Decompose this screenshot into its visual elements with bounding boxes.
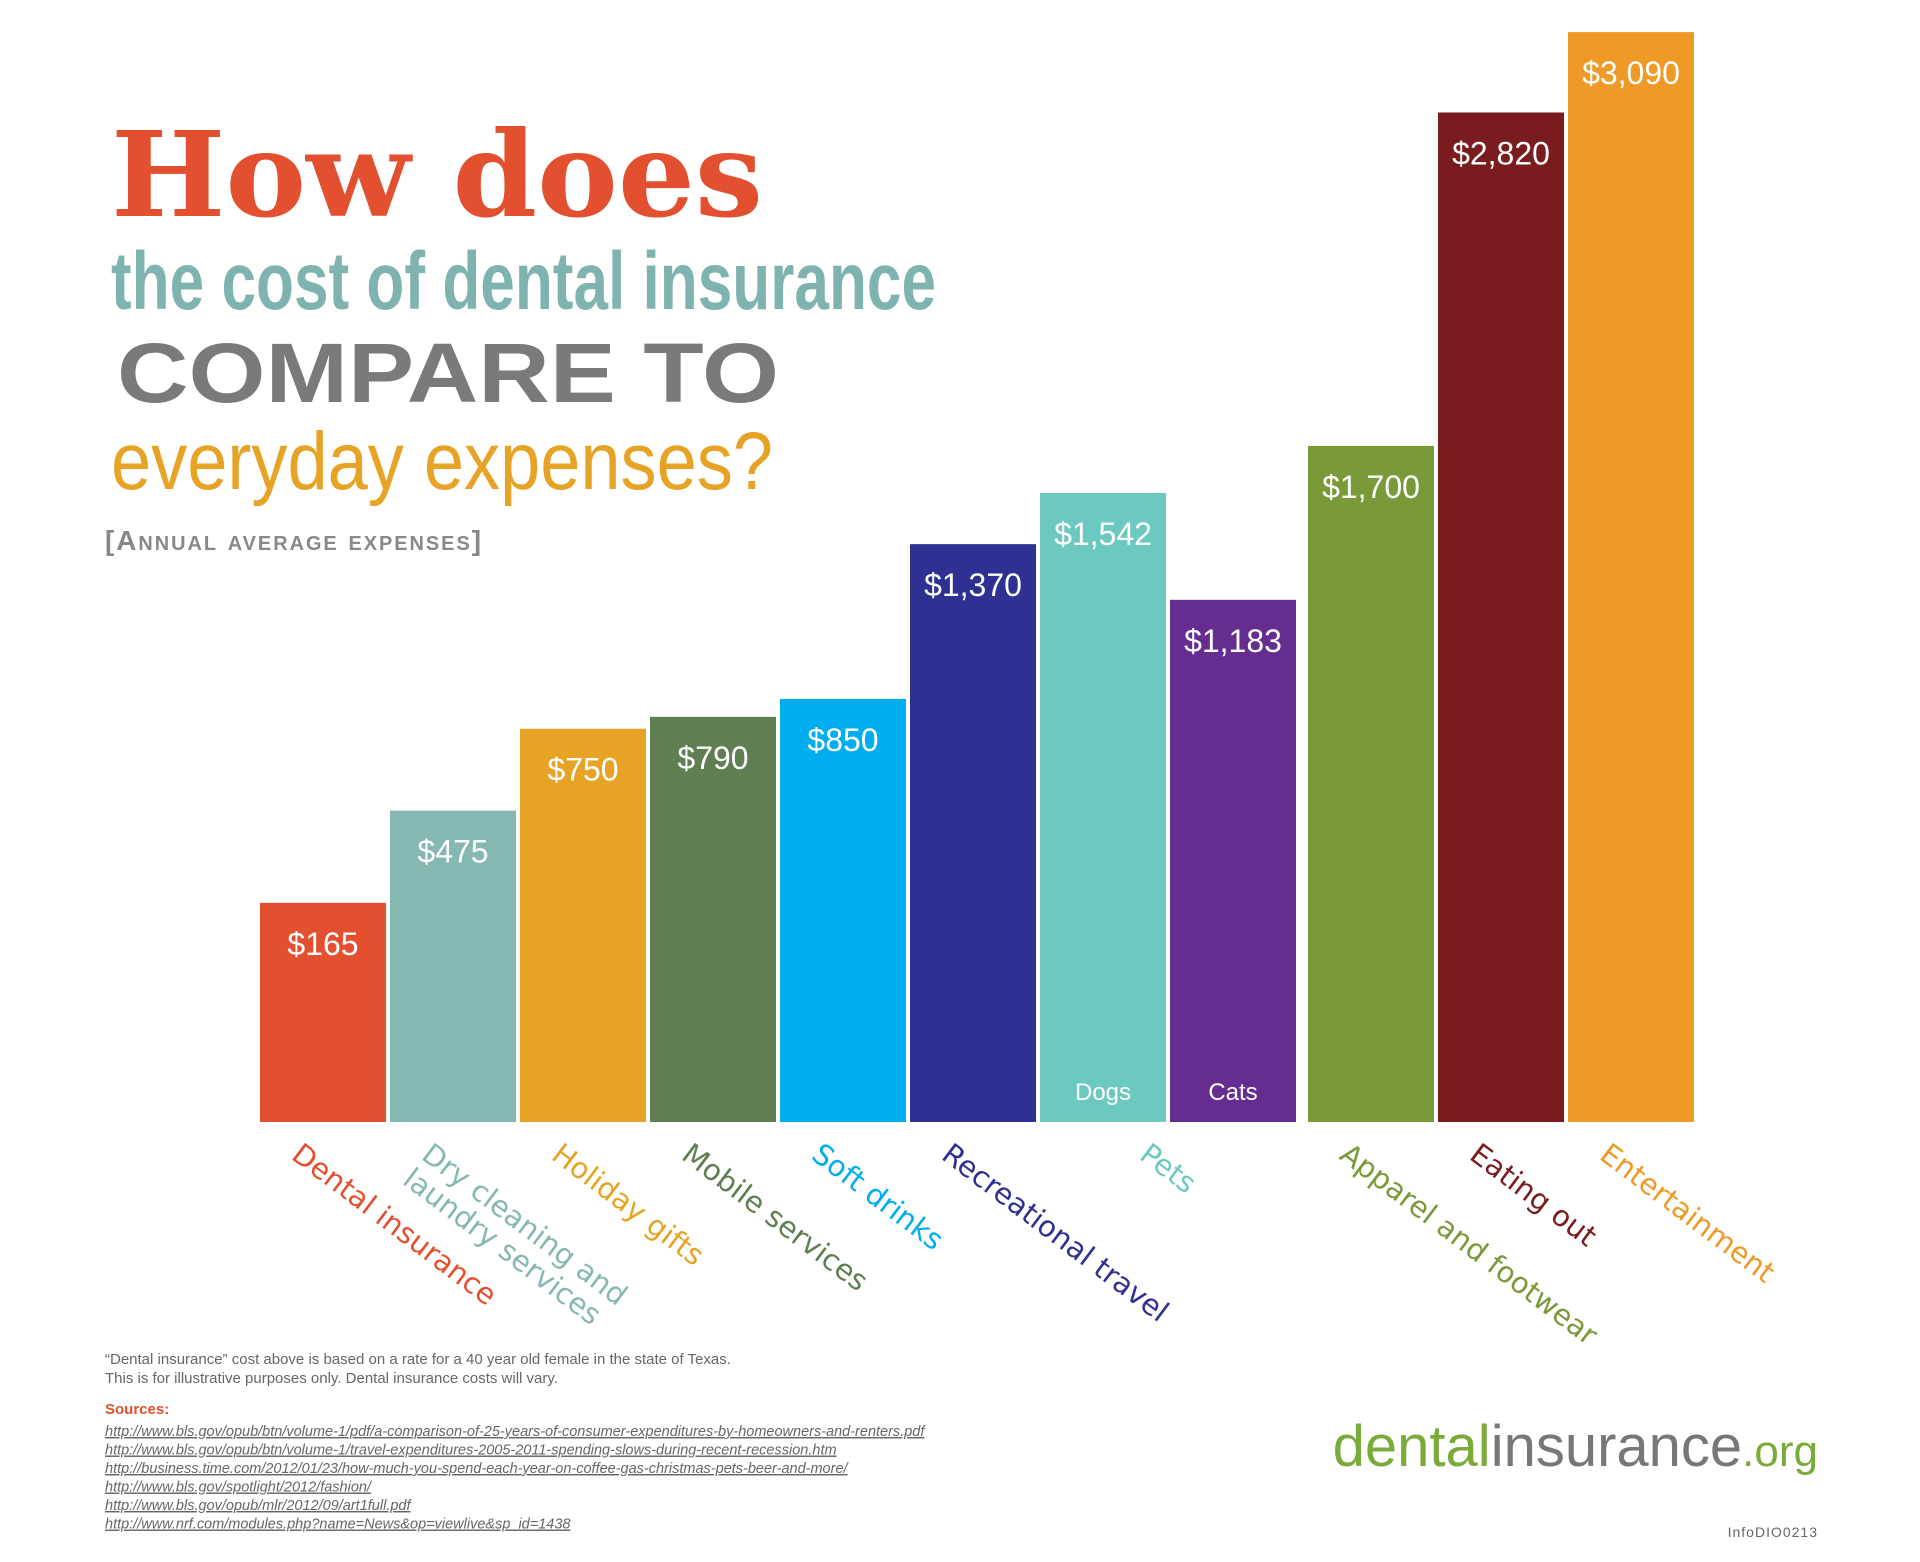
bar-name: Cats <box>1208 1079 1257 1106</box>
bar <box>780 698 906 1122</box>
subtitle: [Annual average expenses] <box>105 525 483 556</box>
bar <box>390 810 516 1122</box>
source-link: http://www.bls.gov/spotlight/2012/fashio… <box>105 1480 373 1496</box>
value-label: $1,183 <box>1184 623 1282 659</box>
note: This is for illustrative purposes only. … <box>105 1370 558 1387</box>
bar <box>1040 492 1166 1122</box>
value-label: $165 <box>287 926 358 962</box>
title-line4: everyday expenses? <box>111 416 773 507</box>
sources-heading: Sources: <box>105 1401 169 1418</box>
bar-name: Dogs <box>1075 1079 1131 1106</box>
bar <box>1170 599 1296 1122</box>
code: InfoDIO0213 <box>1728 1524 1818 1540</box>
bar <box>1438 112 1564 1122</box>
title-line1: How does <box>111 105 763 244</box>
bar <box>260 902 386 1122</box>
value-label: $1,700 <box>1322 469 1420 505</box>
value-label: $790 <box>677 740 748 776</box>
value-label: $850 <box>807 722 878 758</box>
logo-part: insurance <box>1491 1414 1742 1479</box>
source-link: http://business.time.com/2012/01/23/how-… <box>105 1461 850 1477</box>
title-line2: the cost of dental insurance <box>111 236 936 327</box>
bar <box>520 728 646 1122</box>
bar <box>650 716 776 1122</box>
value-label: $1,370 <box>924 567 1022 603</box>
title-line3: COMPARE TO <box>117 326 779 420</box>
source-link: http://www.bls.gov/opub/btn/volume-1/pdf… <box>105 1424 926 1440</box>
bar <box>1568 32 1694 1122</box>
logo-part: dental <box>1333 1414 1491 1479</box>
logo-part: .org <box>1742 1427 1818 1476</box>
bar <box>910 544 1036 1122</box>
source-link: http://www.bls.gov/opub/mlr/2012/09/art1… <box>105 1498 412 1514</box>
bar <box>1308 445 1434 1122</box>
value-label: $750 <box>547 752 618 788</box>
source-link: http://www.bls.gov/opub/btn/volume-1/tra… <box>105 1443 837 1459</box>
value-label: $475 <box>417 834 488 870</box>
source-link: http://www.nrf.com/modules.php?name=News… <box>105 1517 570 1533</box>
logo: dentalinsurance.org <box>1333 1414 1818 1479</box>
value-label: $1,542 <box>1054 516 1152 552</box>
value-label: $2,820 <box>1452 135 1550 171</box>
value-label: $3,090 <box>1582 55 1680 91</box>
note: “Dental insurance” cost above is based o… <box>105 1351 731 1368</box>
